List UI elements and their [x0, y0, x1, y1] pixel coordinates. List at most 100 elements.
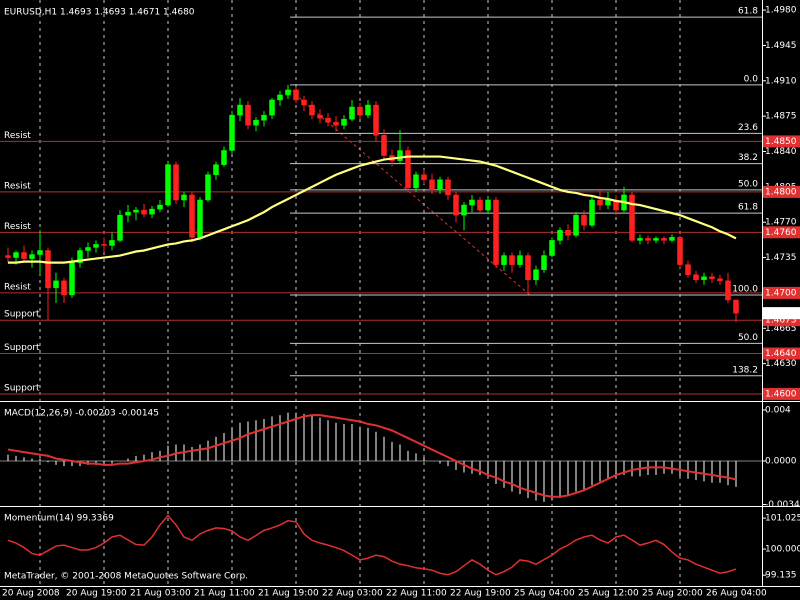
- candle-body: [581, 214, 587, 226]
- candle-body: [701, 276, 707, 281]
- candle-body: [5, 255, 11, 258]
- x-tick-label: 21 Aug 03:00: [130, 589, 191, 599]
- labels-layer: EURUSD,H1 1.4693 1.4693 1.4671 1.4680 1.4…: [2, 6, 800, 599]
- signal-line: [7, 414, 737, 498]
- panel-title: MACD(12,26,9) -0.00203 -0.00145: [4, 409, 159, 419]
- candle-body: [709, 276, 715, 280]
- candle-body: [29, 254, 35, 259]
- candle-body: [445, 179, 451, 196]
- level-name: Resist: [4, 181, 31, 191]
- candle-body: [101, 244, 107, 246]
- level-name: Support: [4, 310, 40, 320]
- current-price-box: [763, 307, 800, 320]
- candle-body: [597, 199, 603, 206]
- y-tick-label: 0.004: [765, 406, 791, 416]
- candle-body: [693, 274, 699, 281]
- candle-body: [485, 199, 491, 211]
- candle-body: [413, 174, 419, 189]
- fibo-label: 61.8: [738, 7, 758, 17]
- candle-body: [253, 119, 259, 126]
- x-tick-label: 25 Aug 12:00: [578, 589, 639, 599]
- level-price-box: [763, 286, 800, 299]
- candle-body: [365, 104, 371, 116]
- candle-body: [141, 209, 147, 215]
- candle-body: [509, 255, 515, 265]
- candle-body: [221, 150, 227, 165]
- panel-title: EURUSD,H1 1.4693 1.4693 1.4671 1.4680: [4, 8, 195, 18]
- candle-body: [589, 199, 595, 226]
- x-tick-label: 22 Aug 19:00: [450, 589, 511, 599]
- candle-body: [261, 114, 267, 121]
- x-tick-label: 21 Aug 19:00: [258, 589, 319, 599]
- fibo-label: 38.2: [738, 153, 758, 163]
- y-tick-label: -0.00341: [765, 500, 800, 510]
- fibo-label: 61.8: [738, 203, 758, 213]
- y-tick-label: 1.4910: [765, 76, 797, 86]
- y-tick-label: 1.4840: [765, 147, 797, 157]
- candle-body: [61, 280, 67, 296]
- y-tick-label: 1.4980: [765, 6, 797, 16]
- candle-body: [373, 104, 379, 136]
- level-price-label: 1.4673: [765, 316, 797, 326]
- candle-body: [469, 199, 475, 206]
- x-tick-label: 22 Aug 03:00: [322, 589, 383, 599]
- y-tick-label: 1.4945: [765, 41, 797, 51]
- level-name: Resist: [4, 282, 31, 292]
- y-tick-label: 101.0254: [765, 514, 800, 524]
- fibo-label: 50.0: [738, 179, 758, 189]
- fibo-label: 23.6: [738, 123, 758, 133]
- candle-body: [349, 106, 355, 120]
- candle-body: [685, 264, 691, 275]
- candle-body: [21, 252, 27, 259]
- level-name: Support: [4, 383, 40, 393]
- candle-body: [477, 199, 483, 211]
- candle-body: [437, 179, 443, 191]
- x-tick-label: 26 Aug 04:00: [706, 589, 767, 599]
- x-tick-label: 25 Aug 04:00: [514, 589, 575, 599]
- current-price-label: 1.4680: [765, 309, 797, 319]
- candle-body: [493, 199, 499, 265]
- candle-body: [333, 121, 339, 126]
- fibo-trend-line: [289, 89, 531, 296]
- candle-body: [157, 204, 163, 210]
- candle-body: [421, 174, 427, 181]
- candle-body: [717, 278, 723, 282]
- candle-body: [213, 164, 219, 175]
- x-tick-label: 25 Aug 20:00: [642, 589, 703, 599]
- x-tick-label: 22 Aug 11:00: [386, 589, 447, 599]
- level-price-label: 1.4800: [765, 187, 797, 197]
- level-price-box: [763, 185, 800, 198]
- level-price-box: [763, 347, 800, 360]
- level-price-label: 1.4640: [765, 349, 797, 359]
- candle-body: [205, 174, 211, 201]
- candle-body: [549, 240, 555, 256]
- marks-layer: [0, 16, 762, 576]
- candle-body: [725, 280, 731, 301]
- candle-body: [525, 255, 531, 281]
- candle-body: [165, 164, 171, 206]
- candle-body: [501, 255, 507, 265]
- momentum-line: [7, 514, 737, 576]
- candle-body: [557, 230, 563, 241]
- y-tick-label: 99.135: [765, 571, 797, 581]
- x-tick-label: 20 Aug 2008: [2, 589, 60, 599]
- y-tick-label: 1.4665: [765, 324, 797, 334]
- candle-body: [37, 250, 43, 255]
- candle-body: [653, 238, 659, 241]
- candle-body: [669, 237, 675, 241]
- candle-body: [565, 230, 571, 236]
- candle-body: [69, 262, 75, 296]
- candle-body: [245, 104, 251, 126]
- candle-body: [517, 255, 523, 265]
- candle-body: [229, 114, 235, 151]
- panel-title: Momentum(14) 99.3369: [4, 514, 114, 524]
- level-price-label: 1.4600: [765, 389, 797, 399]
- candle-body: [733, 299, 739, 314]
- level-price-box: [763, 226, 800, 239]
- x-tick-label: 20 Aug 19:00: [66, 589, 127, 599]
- candle-body: [605, 199, 611, 206]
- level-price-label: 1.4850: [765, 137, 797, 147]
- level-price-label: 1.4700: [765, 288, 797, 298]
